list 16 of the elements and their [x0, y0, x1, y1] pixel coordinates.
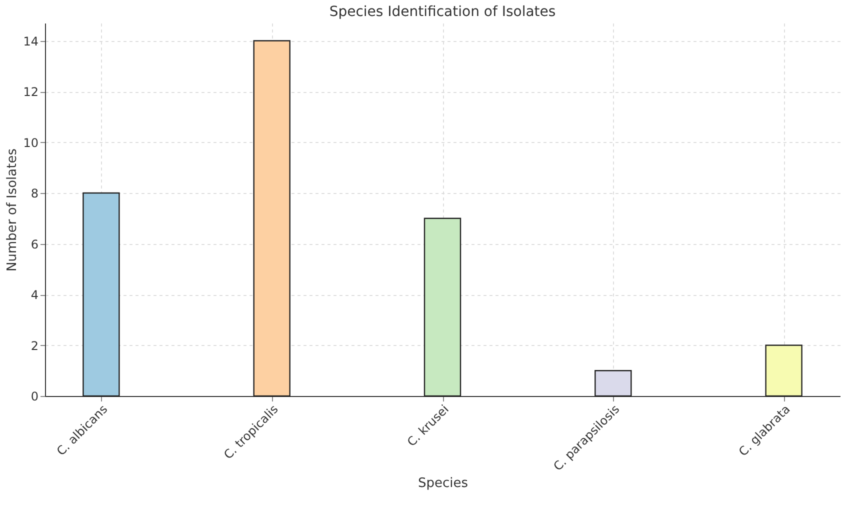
y-tick-label: 6 [30, 237, 38, 252]
bar [82, 192, 120, 397]
y-tick-label: 4 [30, 288, 38, 302]
bar [253, 40, 290, 397]
y-tick-label: 8 [30, 186, 38, 201]
y-tick-label: 2 [30, 338, 38, 353]
y-tick-label: 14 [23, 34, 38, 48]
y-tick-label: 10 [23, 136, 38, 150]
bar [424, 218, 462, 397]
y-tick-label: 0 [30, 390, 38, 404]
chart-title: Species Identification of Isolates [329, 4, 556, 20]
bar [594, 370, 632, 397]
y-axis-title: Number of Isolates [5, 148, 20, 272]
x-axis-title: Species [418, 476, 468, 491]
bar [765, 344, 802, 397]
y-tick-label: 12 [23, 85, 38, 100]
